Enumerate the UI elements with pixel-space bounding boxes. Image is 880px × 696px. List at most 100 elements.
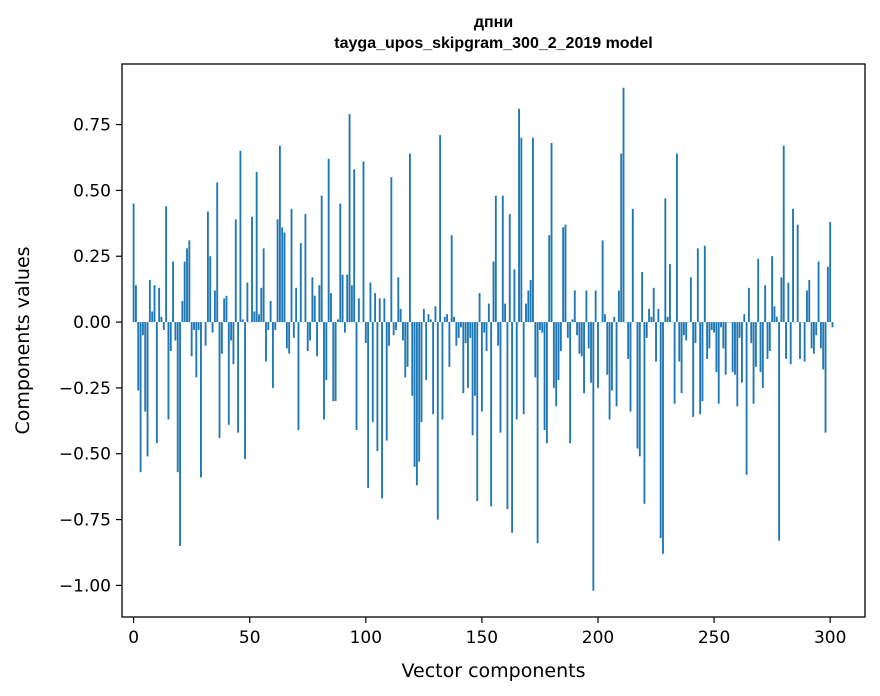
bar-214 bbox=[629, 322, 632, 412]
bar-100 bbox=[364, 322, 367, 344]
bar-266 bbox=[750, 322, 753, 344]
bar-33 bbox=[209, 256, 212, 323]
bar-277 bbox=[775, 316, 778, 323]
bar-37 bbox=[218, 322, 221, 438]
bar-245 bbox=[701, 322, 704, 402]
bar-260 bbox=[736, 322, 739, 407]
bar-298 bbox=[824, 322, 827, 433]
bar-47 bbox=[241, 319, 244, 323]
bar-186 bbox=[564, 224, 567, 323]
bar-124 bbox=[420, 322, 423, 423]
bar-97 bbox=[357, 298, 360, 323]
bar-82 bbox=[323, 322, 325, 420]
bar-181 bbox=[552, 322, 555, 388]
bar-258 bbox=[731, 322, 734, 373]
bar-225 bbox=[655, 322, 657, 362]
bar-28 bbox=[197, 322, 200, 330]
bar-118 bbox=[406, 322, 409, 367]
bar-45 bbox=[237, 322, 240, 433]
bar-70 bbox=[295, 287, 298, 323]
bar-168 bbox=[522, 322, 525, 415]
bar-106 bbox=[378, 298, 381, 323]
bar-76 bbox=[309, 322, 311, 341]
bar-161 bbox=[506, 322, 509, 510]
bar-129 bbox=[432, 322, 435, 415]
y-tick-label: −1.00 bbox=[59, 576, 111, 596]
bar-141 bbox=[460, 322, 462, 328]
bar-253 bbox=[720, 322, 722, 328]
bar-223 bbox=[650, 316, 653, 323]
bar-121 bbox=[413, 322, 416, 467]
bar-41 bbox=[227, 322, 230, 425]
y-tick-label: 0.25 bbox=[73, 247, 111, 267]
bar-71 bbox=[297, 322, 300, 431]
bar-112 bbox=[392, 322, 395, 336]
bar-263 bbox=[743, 314, 746, 323]
bar-182 bbox=[555, 322, 558, 407]
bar-53 bbox=[255, 171, 258, 323]
bar-87 bbox=[334, 322, 337, 402]
bar-14 bbox=[165, 206, 168, 323]
bar-140 bbox=[457, 322, 460, 338]
bar-281 bbox=[785, 322, 787, 359]
bar-235 bbox=[678, 322, 681, 362]
bar-211 bbox=[622, 87, 625, 323]
bar-65 bbox=[283, 232, 286, 323]
bar-241 bbox=[692, 322, 695, 417]
bar-148 bbox=[476, 322, 479, 502]
y-tick-label: 0.00 bbox=[73, 313, 111, 333]
x-tick-label: 150 bbox=[466, 628, 498, 648]
bar-56 bbox=[262, 248, 265, 323]
bar-240 bbox=[689, 277, 692, 323]
bar-128 bbox=[429, 319, 432, 323]
bar-60 bbox=[271, 322, 274, 388]
bar-62 bbox=[276, 219, 279, 323]
bar-255 bbox=[724, 322, 727, 375]
bar-21 bbox=[181, 301, 184, 323]
bar-197 bbox=[590, 322, 592, 383]
bar-2 bbox=[137, 322, 140, 391]
bar-185 bbox=[562, 227, 565, 323]
bar-243 bbox=[696, 248, 699, 323]
bar-147 bbox=[474, 322, 476, 396]
bar-191 bbox=[576, 322, 579, 336]
bar-111 bbox=[390, 177, 393, 323]
bar-195 bbox=[585, 290, 588, 323]
chart-title: дпни tayga_upos_skipgram_300_2_2019 mode… bbox=[122, 12, 865, 54]
bar-207 bbox=[613, 316, 616, 323]
bar-180 bbox=[550, 143, 553, 323]
bar-92 bbox=[346, 274, 349, 323]
bar-279 bbox=[780, 277, 783, 323]
bar-115 bbox=[399, 308, 402, 323]
bar-251 bbox=[715, 322, 718, 373]
bar-19 bbox=[176, 322, 179, 473]
bar-194 bbox=[583, 322, 585, 394]
bar-68 bbox=[290, 208, 293, 323]
bar-166 bbox=[518, 108, 520, 323]
bar-217 bbox=[636, 322, 639, 449]
bar-210 bbox=[620, 153, 623, 323]
bar-152 bbox=[485, 322, 488, 352]
bar-270 bbox=[759, 322, 762, 373]
bar-103 bbox=[371, 322, 374, 423]
x-tick-label: 250 bbox=[698, 628, 730, 648]
bar-262 bbox=[741, 322, 743, 383]
bar-108 bbox=[383, 298, 386, 323]
bar-132 bbox=[439, 135, 442, 323]
bar-85 bbox=[330, 293, 332, 323]
bar-137 bbox=[450, 235, 453, 323]
bar-165 bbox=[515, 322, 518, 420]
bar-3 bbox=[139, 322, 142, 473]
bar-6 bbox=[146, 322, 149, 457]
bar-296 bbox=[819, 322, 822, 349]
bar-157 bbox=[497, 322, 500, 346]
bar-90 bbox=[341, 274, 344, 323]
bar-18 bbox=[174, 322, 177, 341]
bar-183 bbox=[557, 322, 560, 380]
bar-274 bbox=[768, 322, 771, 352]
bar-1 bbox=[135, 285, 137, 323]
bar-233 bbox=[673, 322, 676, 404]
bar-130 bbox=[434, 306, 437, 323]
bar-299 bbox=[826, 266, 829, 323]
bar-259 bbox=[734, 322, 736, 375]
